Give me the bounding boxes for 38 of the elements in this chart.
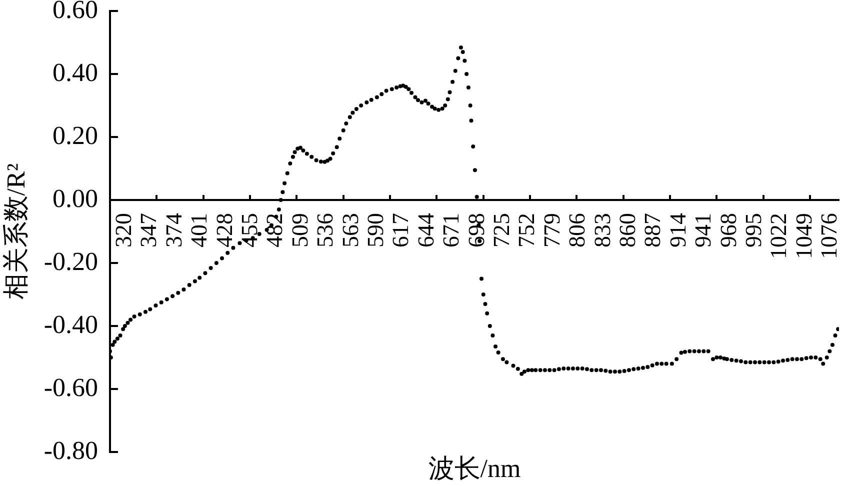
x-tick-label: 401 <box>186 213 212 248</box>
y-tick-label: -0.60 <box>44 372 98 402</box>
y-tick-label: -0.80 <box>44 436 98 465</box>
y-tick-label: 0.20 <box>52 120 98 150</box>
x-tick-label: 617 <box>388 213 414 248</box>
x-tick-label: 914 <box>665 212 690 248</box>
y-axis-title: 相关系数/R² <box>1 163 30 300</box>
x-tick-label: 752 <box>514 213 540 248</box>
x-tick-label: 536 <box>312 213 338 248</box>
x-tick-label: 509 <box>287 213 312 248</box>
x-tick-label: 941 <box>690 213 716 248</box>
x-tick-label: 833 <box>590 213 615 248</box>
x-tick-label: 1076 <box>816 213 842 259</box>
x-tick-label: 644 <box>413 212 438 248</box>
x-tick-label: 779 <box>539 213 564 248</box>
y-tick-label: 0.40 <box>52 58 98 87</box>
x-tick-label: 482 <box>262 213 288 248</box>
x-tick-label: 1022 <box>766 213 792 259</box>
x-tick-label: 725 <box>489 213 514 248</box>
y-tick-label: -0.20 <box>44 246 98 276</box>
x-tick-label: 1049 <box>791 213 816 259</box>
x-tick-label: 347 <box>136 213 162 248</box>
y-tick-label: 0.00 <box>52 184 98 213</box>
y-tick-label: -0.40 <box>44 310 98 339</box>
x-tick-label: 887 <box>640 213 666 248</box>
x-axis-title: 波长/nm <box>428 454 521 483</box>
x-tick-label: 590 <box>363 213 388 248</box>
x-tick-label: 860 <box>615 213 640 248</box>
x-tick-label: 968 <box>716 213 741 248</box>
x-tick-label: 671 <box>438 213 464 248</box>
y-tick-label: 0.60 <box>52 0 98 24</box>
x-tick-label: 374 <box>161 212 186 248</box>
x-tick-label: 806 <box>564 213 590 248</box>
x-tick-label: 563 <box>338 213 363 248</box>
x-tick-label: 995 <box>741 213 766 248</box>
x-tick-label: 698 <box>464 213 489 248</box>
x-tick-label: 428 <box>212 213 237 248</box>
x-tick-label: 320 <box>110 213 136 248</box>
